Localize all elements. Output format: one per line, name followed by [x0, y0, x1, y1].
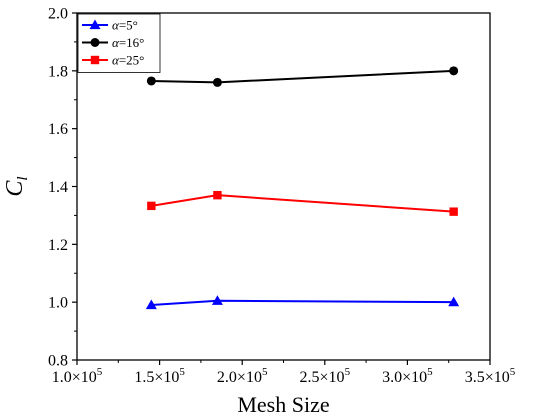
ticks-layer: 0.8 1.0 1.2 1.4 1.6 1.8 2.0 1.0×105 1.5×105 2.0×1…	[48, 6, 516, 387]
legend-label: α=5°	[112, 18, 138, 33]
legend-marker	[90, 55, 100, 65]
series-square	[147, 190, 458, 216]
data-point	[147, 201, 156, 211]
data-point	[146, 76, 156, 86]
series-circle	[146, 66, 459, 87]
x-tick-label: 1.5×105	[134, 366, 185, 386]
y-tick-label: 0.8	[48, 353, 68, 370]
x-tick-label: 2.0×105	[217, 366, 268, 386]
legend-marker	[90, 38, 100, 47]
y-tick-label: 2.0	[48, 6, 68, 23]
data-point	[212, 77, 222, 87]
y-tick-label: 1.0	[48, 295, 68, 312]
data-point	[211, 295, 223, 305]
y-tick-label: 1.8	[48, 63, 68, 80]
series-triangle	[145, 295, 460, 310]
plot-frame	[76, 12, 491, 361]
x-tick-label: 2.5×105	[300, 366, 351, 386]
data-point	[449, 207, 458, 216]
y-tick-label: 1.2	[48, 237, 68, 254]
data-point	[449, 66, 459, 76]
series-line	[151, 194, 454, 213]
y-tick-label: 1.4	[48, 179, 68, 196]
series-line	[151, 299, 454, 307]
x-tick-label: 1.0×105	[52, 366, 103, 386]
legend-label: α=25°	[112, 53, 144, 68]
legend-label: α=16°	[112, 35, 144, 50]
series-line	[151, 69, 454, 84]
data-point	[448, 296, 460, 307]
legend-item: α=25°	[82, 53, 144, 68]
legend-item: α=16°	[82, 35, 144, 50]
legend: α=5° α=16° α=25°	[77, 13, 161, 73]
y-axis-title: Cl	[2, 176, 31, 196]
data-point	[213, 190, 222, 200]
x-tick-label: 3.0×105	[382, 366, 433, 386]
data-point	[145, 299, 157, 310]
y-tick-label: 1.6	[48, 121, 68, 138]
series-layer	[145, 66, 460, 310]
x-axis-title: Mesh Size	[237, 392, 329, 417]
legend-marker	[89, 19, 101, 30]
x-tick-label: 3.5×105	[465, 366, 516, 386]
legend-item: α=5°	[82, 18, 138, 33]
